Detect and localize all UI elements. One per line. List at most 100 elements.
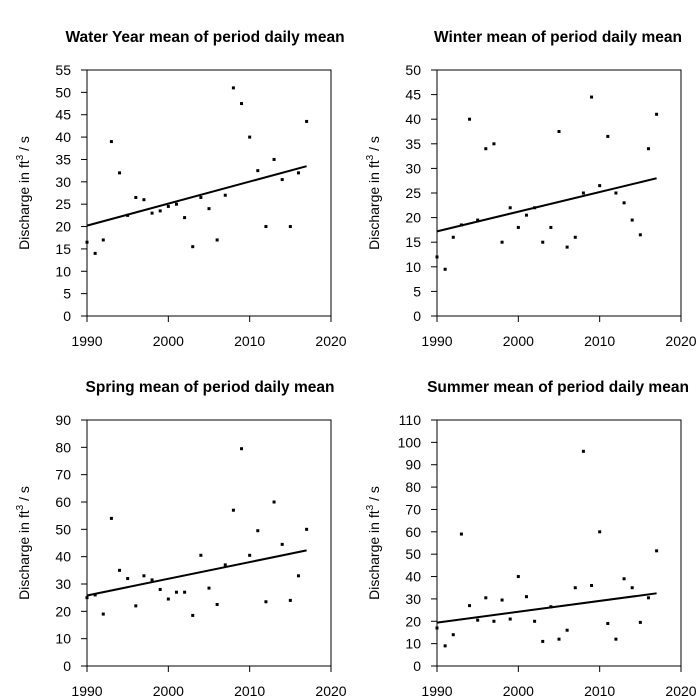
trend-line xyxy=(436,592,657,624)
data-point xyxy=(199,195,203,199)
data-point xyxy=(142,574,146,578)
y-tick-label: 50 xyxy=(405,546,421,562)
data-point xyxy=(109,516,113,520)
data-point xyxy=(150,578,154,582)
data-point xyxy=(516,575,520,579)
data-point xyxy=(524,213,528,217)
y-tick-label: 0 xyxy=(63,658,71,674)
data-point xyxy=(296,171,300,175)
data-point xyxy=(459,223,463,227)
data-point xyxy=(557,637,561,641)
y-axis-label: Discharge in ft3 / s xyxy=(365,486,382,600)
x-tick-label: 2020 xyxy=(665,333,696,349)
data-point xyxy=(524,595,528,599)
trend-line xyxy=(86,165,307,227)
data-point xyxy=(598,184,602,188)
data-point xyxy=(248,553,252,557)
data-point xyxy=(638,233,642,237)
data-point xyxy=(101,612,105,616)
data-point xyxy=(508,206,512,210)
data-point xyxy=(468,117,472,121)
x-tick-label: 2020 xyxy=(315,333,346,349)
data-point xyxy=(150,211,154,215)
y-tick-label: 50 xyxy=(405,62,421,78)
y-tick-label: 0 xyxy=(413,658,421,674)
x-tick-label: 2000 xyxy=(153,333,184,349)
data-point xyxy=(565,245,569,249)
data-point xyxy=(451,633,455,637)
data-point xyxy=(516,225,520,229)
data-point xyxy=(492,142,496,146)
panel-winter: Winter mean of period daily mean 0 5 10 15 20… xyxy=(365,29,697,349)
x-tick-label: 2000 xyxy=(153,683,184,699)
data-point xyxy=(183,590,187,594)
y-tick-label: 35 xyxy=(405,136,421,152)
x-tick-label: 1990 xyxy=(71,683,102,699)
x-tick-label: 2010 xyxy=(234,333,265,349)
data-point xyxy=(484,147,488,151)
plot-frame xyxy=(436,69,682,317)
panel-water-year: Water Year mean of period daily mean 0 5 10… xyxy=(15,29,347,349)
data-point xyxy=(305,527,309,531)
data-point xyxy=(630,218,634,222)
panel-spring: Spring mean of period daily mean 0 10 20 30 4… xyxy=(15,379,347,699)
y-tick-label: 20 xyxy=(55,219,71,235)
data-point xyxy=(646,147,650,151)
trend-line xyxy=(86,549,307,597)
y-tick-label: 45 xyxy=(405,87,421,103)
data-point xyxy=(468,604,472,608)
y-tick-label: 35 xyxy=(55,151,71,167)
data-point xyxy=(500,598,504,602)
data-point xyxy=(614,191,618,195)
y-tick-label: 50 xyxy=(55,521,71,537)
y-axis-label: Discharge in ft3 / s xyxy=(365,136,382,250)
chart-title: Water Year mean of period daily mean xyxy=(65,29,344,46)
y-axis-label: Discharge in ft3 / s xyxy=(15,486,32,600)
y-tick-label: 100 xyxy=(398,434,422,450)
plot-frame xyxy=(86,419,332,667)
y-tick-label: 55 xyxy=(55,62,71,78)
data-point xyxy=(630,586,634,590)
data-point xyxy=(158,209,162,213)
y-tick-label: 30 xyxy=(55,174,71,190)
y-tick-label: 50 xyxy=(55,84,71,100)
data-point xyxy=(280,542,284,546)
y-tick-label: 70 xyxy=(405,501,421,517)
data-point xyxy=(191,613,195,617)
data-point xyxy=(240,447,244,451)
data-point xyxy=(305,119,309,123)
data-point xyxy=(573,235,577,239)
data-point xyxy=(614,637,618,641)
data-point xyxy=(646,596,650,600)
y-tick-label: 40 xyxy=(55,129,71,145)
data-point xyxy=(443,644,447,648)
data-point xyxy=(101,238,105,242)
data-point xyxy=(126,577,130,581)
y-tick-label: 80 xyxy=(55,439,71,455)
chart-title: Spring mean of period daily mean xyxy=(86,379,335,396)
y-tick-label: 10 xyxy=(55,263,71,279)
y-tick-label: 80 xyxy=(405,479,421,495)
data-point xyxy=(85,596,89,600)
data-point xyxy=(93,251,97,255)
y-tick-label: 30 xyxy=(405,591,421,607)
x-tick-label: 2010 xyxy=(584,333,615,349)
y-tick-label: 5 xyxy=(413,283,421,299)
chart-title: Winter mean of period daily mean xyxy=(434,29,682,46)
data-point xyxy=(166,597,170,601)
data-point xyxy=(256,169,260,173)
data-point xyxy=(500,240,504,244)
y-tick-label: 40 xyxy=(55,549,71,565)
y-tick-label: 10 xyxy=(405,259,421,275)
data-point xyxy=(476,618,480,622)
y-tick-label: 20 xyxy=(55,603,71,619)
data-point xyxy=(199,553,203,557)
x-tick-label: 2000 xyxy=(503,333,534,349)
x-tick-label: 2000 xyxy=(503,683,534,699)
data-point xyxy=(590,583,594,587)
y-tick-label: 0 xyxy=(413,308,421,324)
data-point xyxy=(598,530,602,534)
y-tick-label: 15 xyxy=(405,234,421,250)
data-point xyxy=(549,225,553,229)
data-point xyxy=(93,593,97,597)
